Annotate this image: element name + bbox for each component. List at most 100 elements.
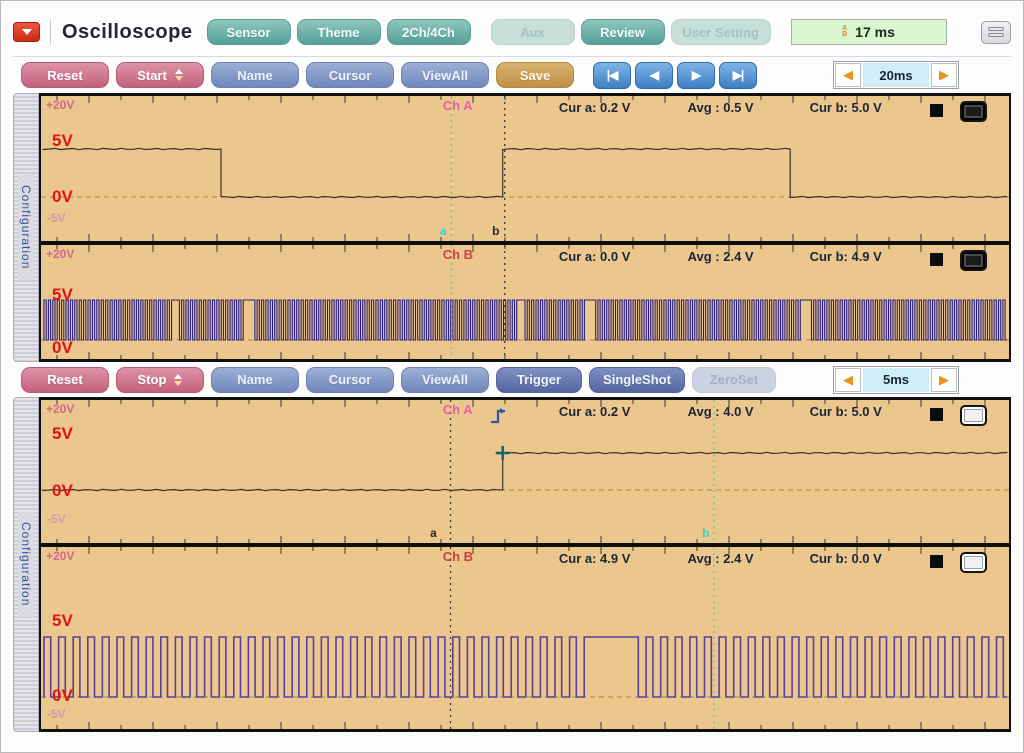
save-button[interactable]: Save <box>496 62 574 88</box>
cursor-b-readout: Cur b: 0.0 V <box>809 551 882 566</box>
waveform-canvas <box>41 245 1009 359</box>
trigger-edge-icon <box>489 406 511 426</box>
zeroset-button[interactable]: ZeroSet <box>692 366 776 393</box>
cursor-a-readout: Cur a: 4.9 V <box>558 551 631 566</box>
start-button[interactable]: Start <box>116 62 204 88</box>
channel-label: Ch B <box>442 549 474 564</box>
stop-spinner-icon <box>174 373 183 386</box>
start-spinner-icon <box>174 69 183 81</box>
channel-color-swatch[interactable] <box>930 104 943 117</box>
avg-readout: Avg : 4.0 V <box>687 404 754 419</box>
channel-label: Ch A <box>442 402 473 417</box>
viewall-button-1[interactable]: ViewAll <box>401 62 489 88</box>
timebase-value-1: 20ms <box>863 63 929 87</box>
avg-readout: Avg : 2.4 V <box>687 551 754 566</box>
v5-label: 5V <box>52 424 73 443</box>
trigger-button[interactable]: Trigger <box>496 366 582 393</box>
timebase-value-2: 5ms <box>863 367 929 392</box>
app-menu-button[interactable] <box>13 22 40 42</box>
display-toggle-button[interactable] <box>960 405 987 426</box>
configuration-tab-top[interactable]: Configuration <box>13 93 39 362</box>
v0-label: 0V <box>52 187 73 206</box>
reset-button-1[interactable]: Reset <box>21 62 109 88</box>
cursor-button-1[interactable]: Cursor <box>306 62 394 88</box>
scope-panel-chb-bottom[interactable]: +20V Ch B 5V 0V -5V Cur a: 4.9 V Avg : 2… <box>41 543 1009 729</box>
svg-text:b: b <box>702 526 709 540</box>
cursor-b-readout: Cur b: 4.9 V <box>809 249 882 264</box>
channel-label: Ch A <box>442 98 473 113</box>
channel-color-swatch[interactable] <box>930 555 943 568</box>
timebase-control-1: ◀ 20ms ▶ <box>833 61 959 89</box>
sensor-button[interactable]: Sensor <box>206 19 291 45</box>
reset-button-2[interactable]: Reset <box>21 366 109 393</box>
toolbar-top-pair: Reset Start Name Cursor ViewAll Save |◀ … <box>13 57 1011 93</box>
nav-last-button[interactable]: ▶| <box>719 61 757 89</box>
toolbar-bottom-pair: Reset Stop Name Cursor ViewAll Trigger S… <box>13 362 1011 397</box>
vmax-label: +20V <box>46 549 75 563</box>
user-setting-button[interactable]: User Setting <box>670 19 771 45</box>
cursor-b-readout: Cur b: 5.0 V <box>809 404 882 419</box>
nav-next-button[interactable]: ▶ <box>677 61 715 89</box>
nav-prev-button[interactable]: ◀ <box>635 61 673 89</box>
configuration-tab-bottom[interactable]: Configuration <box>13 397 39 732</box>
channel-color-swatch[interactable] <box>930 408 943 421</box>
timebase-control-2: ◀ 5ms ▶ <box>833 365 959 394</box>
ab-time-value: 17 ms <box>855 24 895 40</box>
svg-text:b: b <box>492 224 499 238</box>
vmax-label: +20V <box>46 402 75 416</box>
name-button-2[interactable]: Name <box>211 366 299 393</box>
timebase-decrease-button-1[interactable]: ◀ <box>835 63 861 87</box>
avg-readout: Avg : 2.4 V <box>687 249 754 264</box>
v0-label: 0V <box>52 686 73 705</box>
channel-label: Ch B <box>442 247 474 262</box>
record-nav-group: |◀ ◀ ▶ ▶| <box>593 61 757 89</box>
timebase-increase-button-1[interactable]: ▶ <box>931 63 957 87</box>
singleshot-button[interactable]: SingleShot <box>589 366 685 393</box>
cursor-a-readout: Cur a: 0.2 V <box>558 100 631 115</box>
cursor-button-2[interactable]: Cursor <box>306 366 394 393</box>
vmax-label: +20V <box>46 98 75 112</box>
avg-readout: Avg : 0.5 V <box>687 100 754 115</box>
title-bar: Oscilloscope Sensor Theme 2Ch/4Ch Aux Re… <box>13 14 1011 57</box>
svg-text:a: a <box>430 526 437 540</box>
nav-first-button[interactable]: |◀ <box>593 61 631 89</box>
vneg-label: -5V <box>47 707 66 721</box>
cursor-a-readout: Cur a: 0.2 V <box>558 404 631 419</box>
waveform-canvas <box>41 547 1009 729</box>
vneg-label: -5V <box>47 512 66 526</box>
svg-text:a: a <box>440 224 447 238</box>
2ch-4ch-button[interactable]: 2Ch/4Ch <box>386 19 471 45</box>
display-toggle-button[interactable] <box>960 101 987 122</box>
v5-label: 5V <box>52 611 73 630</box>
divider <box>50 19 51 45</box>
scope-panel-chb-top[interactable]: +20V Ch B 5V 0V Cur a: 0.0 V Avg : 2.4 V… <box>41 241 1009 359</box>
v5-label: 5V <box>52 285 73 304</box>
window-layout-button[interactable] <box>981 20 1011 44</box>
aux-button[interactable]: Aux <box>490 19 575 45</box>
name-button-1[interactable]: Name <box>211 62 299 88</box>
v5-label: 5V <box>52 131 73 150</box>
viewall-button-2[interactable]: ViewAll <box>401 366 489 393</box>
vneg-label: -5V <box>47 211 66 225</box>
channel-color-swatch[interactable] <box>930 253 943 266</box>
cursor-a-readout: Cur a: 0.0 V <box>558 249 631 264</box>
timebase-increase-button-2[interactable]: ▶ <box>931 367 957 392</box>
cursor-b-readout: Cur b: 5.0 V <box>809 100 882 115</box>
review-button[interactable]: Review <box>580 19 665 45</box>
app-title: Oscilloscope <box>62 20 193 43</box>
vmax-label: +20V <box>46 247 75 261</box>
theme-button[interactable]: Theme <box>296 19 381 45</box>
display-toggle-button[interactable] <box>960 552 987 573</box>
display-toggle-button[interactable] <box>960 250 987 271</box>
stop-button[interactable]: Stop <box>116 366 204 393</box>
timebase-decrease-button-2[interactable]: ◀ <box>835 367 861 392</box>
